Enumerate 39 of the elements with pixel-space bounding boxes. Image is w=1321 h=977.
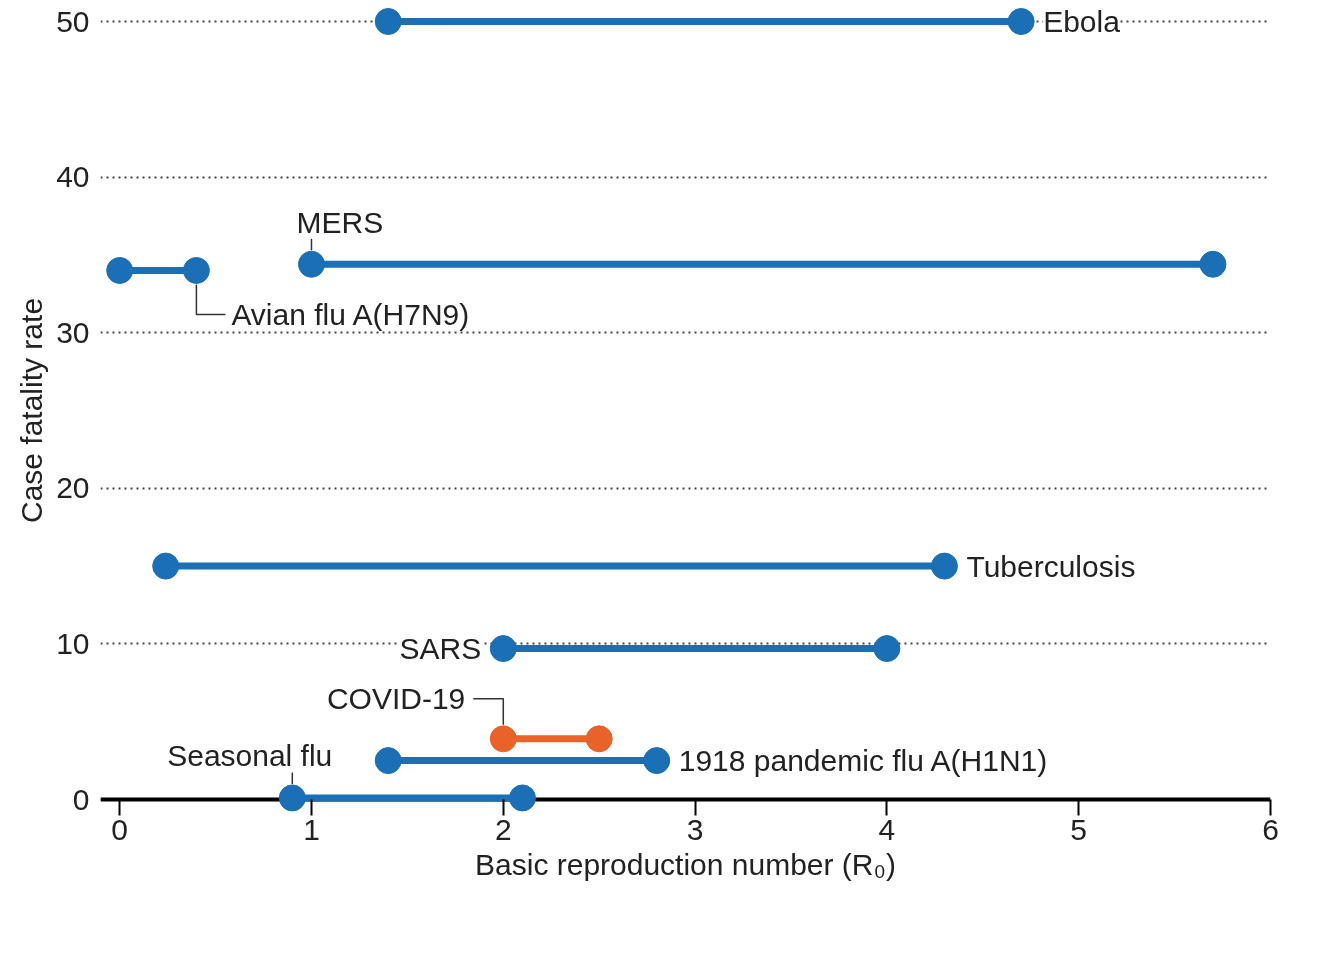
- y-tick-label: 20: [56, 471, 90, 505]
- x-tick-label: 0: [111, 812, 129, 846]
- x-tick-label: 2: [494, 812, 512, 846]
- point: [585, 725, 613, 753]
- series-label: Ebola: [1043, 5, 1121, 38]
- point: [873, 635, 901, 663]
- x-axis-title: Basic reproduction number (R₀): [475, 847, 896, 881]
- point: [1007, 8, 1035, 35]
- point: [182, 256, 210, 284]
- y-tick-label: 40: [56, 160, 90, 194]
- y-tick-label: 30: [56, 315, 90, 349]
- series-label: SARS: [399, 632, 482, 666]
- x-tick-label: 4: [878, 812, 896, 846]
- point: [374, 8, 402, 35]
- series-label: Avian flu A(H7N9): [231, 297, 470, 331]
- x-tick-label: 5: [1070, 812, 1088, 846]
- x-tick-label: 6: [1262, 812, 1279, 846]
- y-tick-label: 0: [72, 782, 90, 816]
- point: [106, 256, 134, 284]
- y-tick-label: 10: [56, 626, 90, 660]
- point: [278, 784, 306, 812]
- series-label: Tuberculosis: [966, 549, 1136, 583]
- x-tick-label: 1: [303, 812, 320, 846]
- point: [1199, 250, 1227, 278]
- series-label: MERS: [296, 205, 384, 239]
- point: [489, 725, 517, 753]
- y-tick-label: 50: [56, 4, 90, 38]
- series-label: COVID-19: [326, 682, 466, 716]
- x-tick-label: 3: [686, 812, 704, 846]
- point: [508, 784, 536, 812]
- y-axis-title: Case fatality rate: [15, 297, 49, 524]
- point: [489, 635, 517, 663]
- point: [152, 552, 180, 580]
- point: [930, 552, 958, 580]
- series-label: 1918 pandemic flu A(H1N1): [678, 744, 1048, 778]
- point: [297, 250, 325, 278]
- point: [374, 747, 402, 775]
- series-label: Seasonal flu: [167, 739, 333, 773]
- point: [643, 747, 671, 775]
